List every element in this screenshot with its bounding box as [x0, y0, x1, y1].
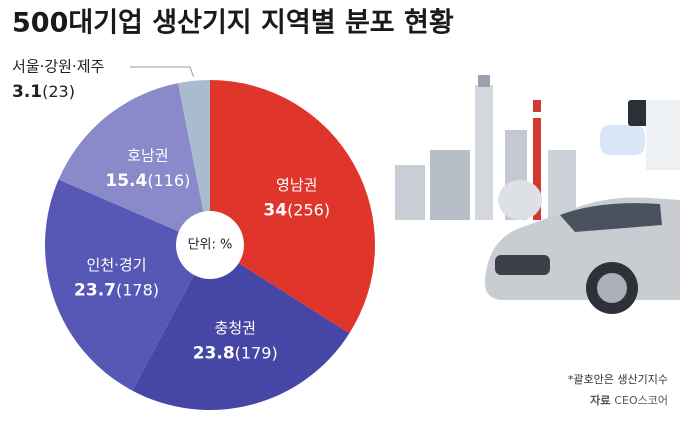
- slice-value: 34(256): [263, 200, 330, 221]
- pie-slice: [58, 83, 210, 246]
- slice-value: 23.8(179): [193, 343, 278, 364]
- value-label: 34: [263, 200, 287, 220]
- source-label: 자료: [590, 393, 610, 407]
- slice-name: 영남권: [276, 176, 317, 194]
- slice-value: 15.4(116): [105, 170, 190, 191]
- illustration: [395, 75, 680, 314]
- slice-name: 호남권: [127, 146, 168, 164]
- slice-value: 23.7(178): [74, 280, 159, 301]
- value-label: 15.4: [105, 171, 147, 191]
- slice-name: 인천·경기: [87, 256, 147, 274]
- unit-label: 단위: %: [188, 238, 233, 253]
- pie-slice: [44, 179, 211, 391]
- value-label: 3.1: [12, 82, 42, 102]
- center-hole: [176, 211, 244, 279]
- slice-name: 서울·강원·제주: [12, 58, 104, 76]
- chart-title: 500대기업 생산기지 지역별 분포 현황: [12, 8, 454, 39]
- source-name: CEO스코어: [614, 394, 668, 407]
- value-label: 23.7: [74, 281, 116, 301]
- count-label: (179): [235, 343, 278, 362]
- leader-line: [130, 66, 195, 77]
- value-label: 23.8: [193, 344, 235, 364]
- pie-slice: [178, 80, 210, 245]
- count-label: (256): [287, 200, 330, 219]
- count-label: (116): [147, 170, 190, 189]
- pie-slice: [132, 245, 350, 411]
- slice-name: 충청권: [215, 319, 256, 337]
- pie-slice: [210, 80, 375, 334]
- source: 자료 CEO스코어: [590, 393, 668, 407]
- count-label: (178): [116, 280, 159, 299]
- slice-value: 3.1(23): [12, 82, 75, 103]
- count-label: (23): [42, 82, 75, 101]
- note: *괄호안은 생산기지수: [568, 373, 668, 386]
